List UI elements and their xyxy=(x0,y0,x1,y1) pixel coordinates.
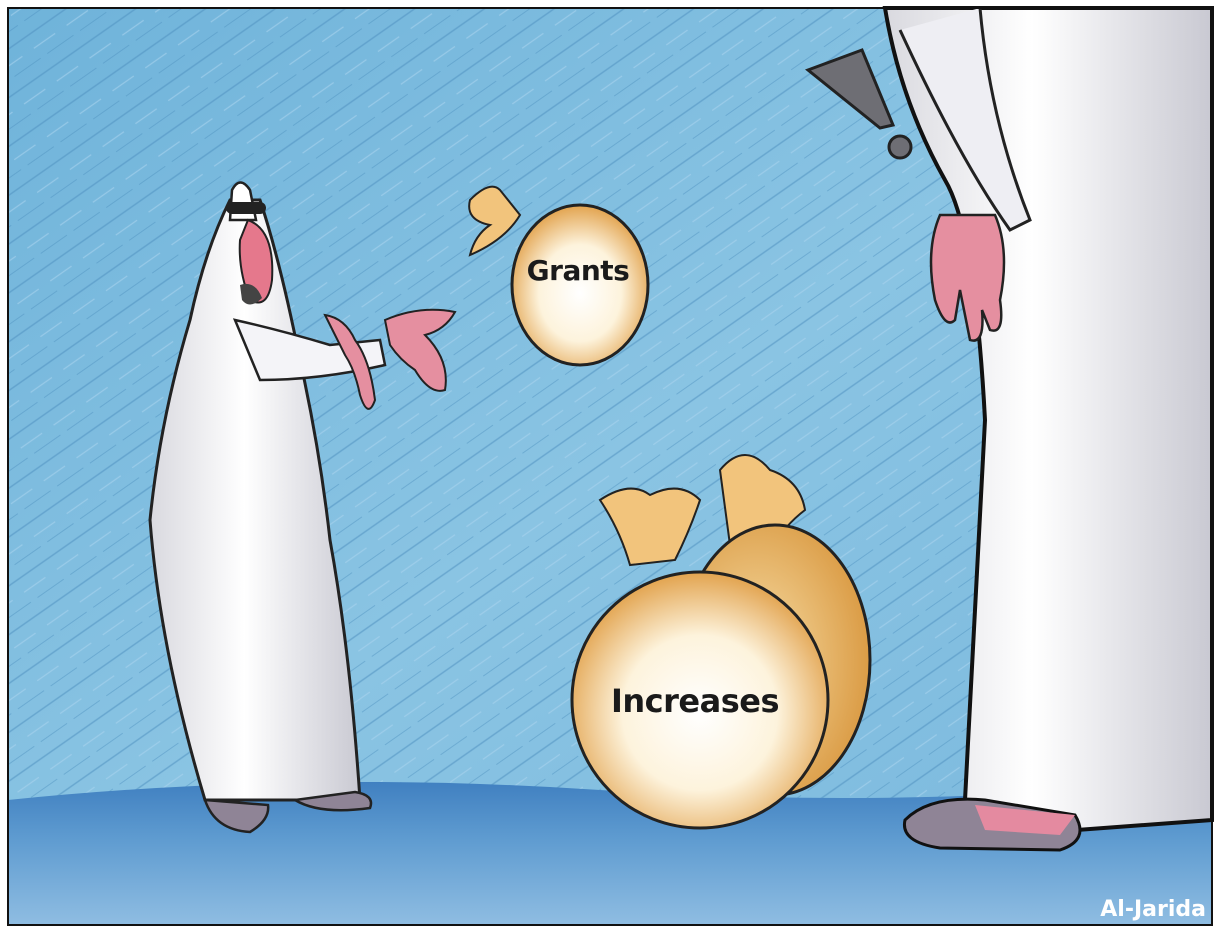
cartoon: Grants Increases Al-Jarida xyxy=(0,0,1216,931)
page: {"cartoon": {"labels": {"grants": "Grant… xyxy=(0,0,1216,931)
grants-label: Grants xyxy=(527,254,630,287)
credit: Al-Jarida xyxy=(1100,897,1206,922)
increases-label: Increases xyxy=(611,682,779,720)
